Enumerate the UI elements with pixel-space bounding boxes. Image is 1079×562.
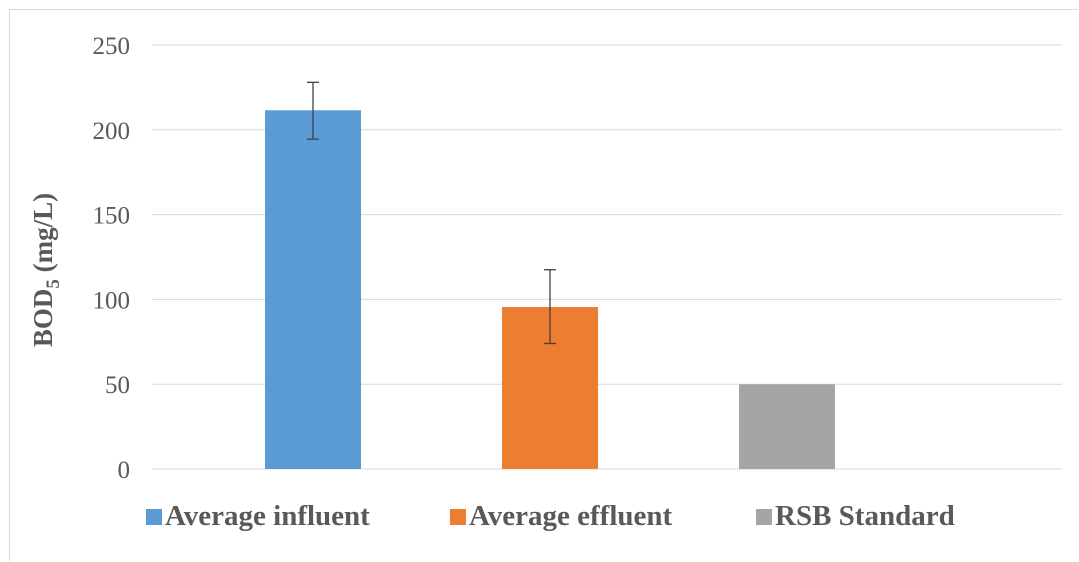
legend: Average influent Average effluent RSB Stan…	[146, 500, 955, 532]
legend-label-2: Average effluent	[469, 500, 673, 532]
y-tick-label-50: 50	[105, 372, 130, 399]
legend-label-3: RSB Standard	[775, 500, 955, 532]
bar-1	[265, 110, 361, 470]
y-tick-label-200: 200	[93, 118, 131, 145]
y-axis-title: BOD5 (mg/L)	[28, 193, 64, 347]
bar-3	[739, 384, 835, 469]
legend-swatch-3	[756, 509, 772, 525]
legend-label-1: Average influent	[165, 500, 370, 532]
y-tick-label-100: 100	[93, 287, 131, 314]
chart-frame	[9, 9, 1078, 561]
y-axis-title-subscript: 5	[43, 279, 64, 289]
y-tick-label-250: 250	[93, 33, 131, 60]
y-tick-label-0: 0	[118, 457, 131, 484]
y-axis-ticks: 0 50 100 150 200 250	[93, 33, 131, 484]
y-axis-title-unit: (mg/L)	[28, 193, 58, 279]
error-bars	[307, 81, 556, 345]
y-tick-label-150: 150	[93, 203, 131, 230]
gridlines	[152, 44, 1062, 470]
legend-swatch-1	[146, 509, 162, 525]
legend-swatch-2	[450, 509, 466, 525]
bars	[265, 110, 835, 470]
y-axis-title-main: BOD	[28, 289, 58, 348]
